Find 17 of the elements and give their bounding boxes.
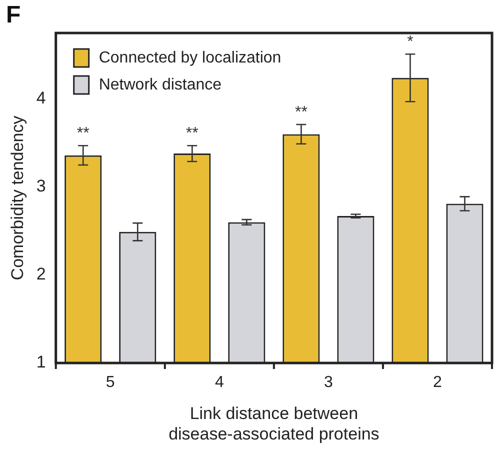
legend-label: Network distance [98, 76, 222, 94]
annotation: * [407, 34, 414, 51]
y-tick-label: 2 [36, 264, 46, 284]
legend-label: Connected by localization [98, 49, 282, 66]
x-tick-label: 5 [106, 374, 115, 392]
x-axis-title: Link distance between disease-associated proteins [168, 404, 380, 444]
y-tick-label: 1 [36, 352, 46, 372]
y-tick-label: 3 [36, 176, 46, 196]
y-axis-title: Comorbidity tendency [8, 115, 27, 280]
x-tick-label: 3 [324, 374, 333, 392]
annotation: ** [76, 125, 90, 142]
annotation: ** [186, 125, 198, 142]
x-tick-label: 2 [433, 374, 442, 392]
chart-title: F [6, 2, 21, 29]
annotation: ** [294, 104, 308, 121]
y-tick-label: 4 [36, 88, 46, 108]
x-tick-label: 4 [214, 374, 224, 392]
